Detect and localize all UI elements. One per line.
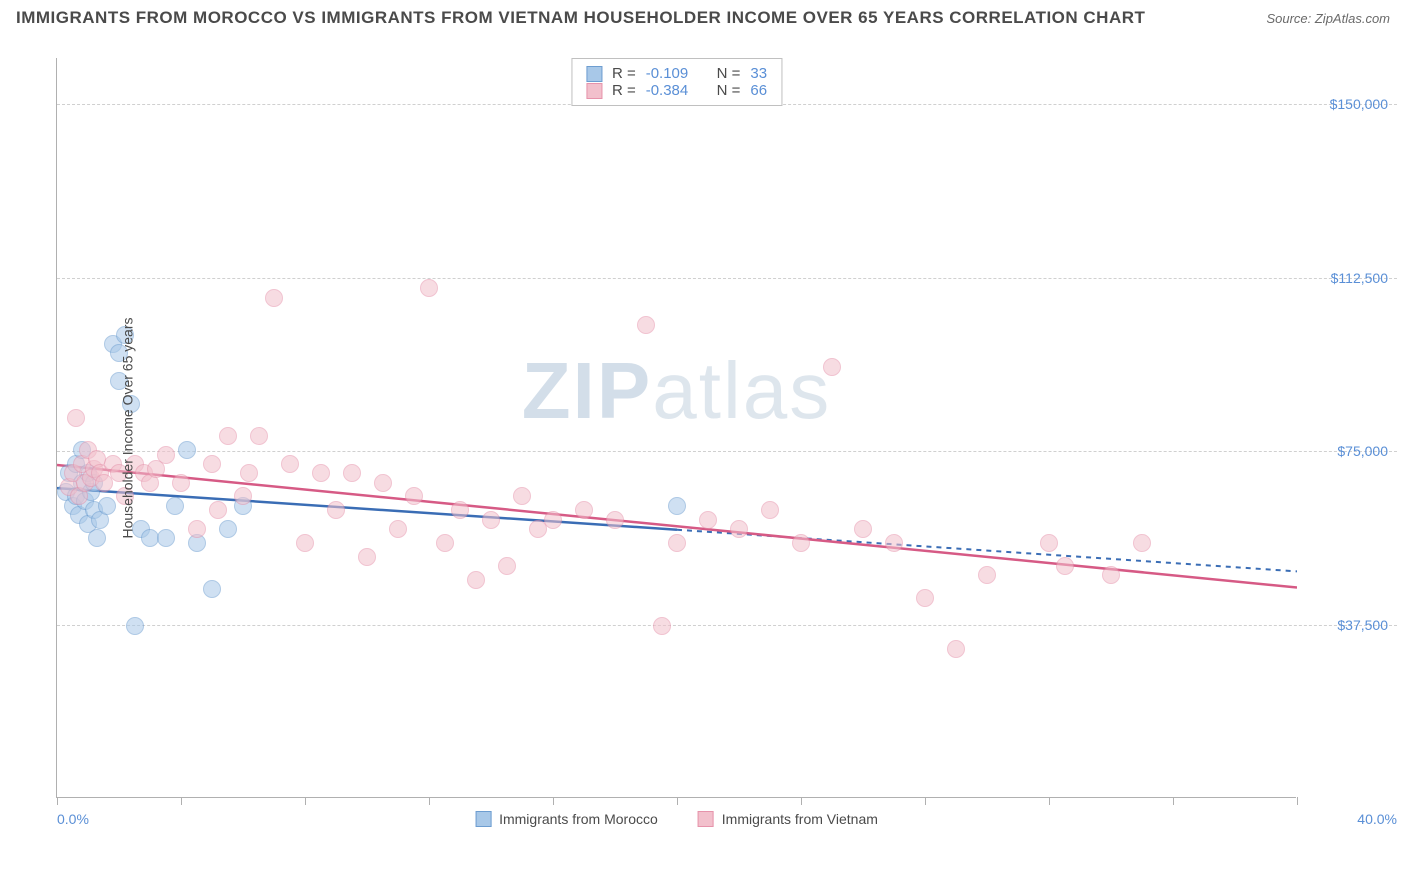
data-point [668, 497, 686, 515]
data-point [436, 534, 454, 552]
data-point [172, 474, 190, 492]
x-min-label: 0.0% [57, 811, 89, 827]
data-point [823, 358, 841, 376]
data-point [265, 289, 283, 307]
x-max-label: 40.0% [1357, 811, 1397, 827]
plot-region: ZIPatlas R = -0.109 N = 33 R = -0.384 N … [56, 58, 1296, 798]
legend-swatch-morocco [475, 811, 491, 827]
data-point [761, 501, 779, 519]
data-point [575, 501, 593, 519]
data-point [188, 520, 206, 538]
watermark: ZIPatlas [522, 345, 831, 437]
data-point [203, 580, 221, 598]
data-point [343, 464, 361, 482]
trend-lines [57, 58, 1297, 798]
data-point [637, 316, 655, 334]
data-point [166, 497, 184, 515]
data-point [219, 520, 237, 538]
data-point [374, 474, 392, 492]
n-value-vietnam: 66 [750, 82, 767, 99]
data-point [498, 557, 516, 575]
chart-header: IMMIGRANTS FROM MOROCCO VS IMMIGRANTS FR… [16, 8, 1390, 28]
legend-label-morocco: Immigrants from Morocco [499, 811, 658, 827]
data-point [513, 487, 531, 505]
data-point [1056, 557, 1074, 575]
y-axis-label: Householder Income Over 65 years [120, 317, 136, 538]
data-point [126, 617, 144, 635]
chart-source: Source: ZipAtlas.com [1266, 11, 1390, 26]
data-point [1102, 566, 1120, 584]
data-point [296, 534, 314, 552]
data-point [467, 571, 485, 589]
data-point [854, 520, 872, 538]
data-point [157, 446, 175, 464]
data-point [451, 501, 469, 519]
data-point [178, 441, 196, 459]
data-point [405, 487, 423, 505]
data-point [281, 455, 299, 473]
data-point [544, 511, 562, 529]
chart-area: ZIPatlas R = -0.109 N = 33 R = -0.384 N … [56, 58, 1396, 838]
legend-item-morocco: Immigrants from Morocco [475, 811, 658, 827]
data-point [1040, 534, 1058, 552]
data-point [157, 529, 175, 547]
data-point [792, 534, 810, 552]
data-point [668, 534, 686, 552]
r-value-morocco: -0.109 [646, 65, 689, 82]
data-point [88, 529, 106, 547]
data-point [730, 520, 748, 538]
chart-title: IMMIGRANTS FROM MOROCCO VS IMMIGRANTS FR… [16, 8, 1145, 28]
data-point [482, 511, 500, 529]
data-point [653, 617, 671, 635]
stats-row-vietnam: R = -0.384 N = 66 [586, 82, 767, 99]
data-point [240, 464, 258, 482]
data-point [947, 640, 965, 658]
stats-row-morocco: R = -0.109 N = 33 [586, 65, 767, 82]
data-point [389, 520, 407, 538]
data-point [209, 501, 227, 519]
data-point [250, 427, 268, 445]
y-tick-label: $75,000 [1337, 443, 1388, 459]
correlation-stats-box: R = -0.109 N = 33 R = -0.384 N = 66 [571, 58, 782, 106]
y-tick-label: $150,000 [1330, 96, 1388, 112]
data-point [978, 566, 996, 584]
data-point [327, 501, 345, 519]
r-value-vietnam: -0.384 [646, 82, 689, 99]
data-point [699, 511, 717, 529]
data-point [885, 534, 903, 552]
data-point [312, 464, 330, 482]
data-point [1133, 534, 1151, 552]
stats-swatch-vietnam [586, 83, 602, 99]
legend: Immigrants from Morocco Immigrants from … [475, 811, 878, 827]
stats-swatch-morocco [586, 66, 602, 82]
data-point [98, 497, 116, 515]
data-point [67, 409, 85, 427]
data-point [219, 427, 237, 445]
data-point [203, 455, 221, 473]
data-point [606, 511, 624, 529]
y-tick-label: $112,500 [1331, 270, 1388, 286]
data-point [358, 548, 376, 566]
legend-label-vietnam: Immigrants from Vietnam [722, 811, 878, 827]
y-tick-label: $37,500 [1337, 617, 1388, 633]
data-point [916, 589, 934, 607]
legend-item-vietnam: Immigrants from Vietnam [698, 811, 878, 827]
data-point [420, 279, 438, 297]
data-point [234, 487, 252, 505]
n-value-morocco: 33 [750, 65, 767, 82]
legend-swatch-vietnam [698, 811, 714, 827]
